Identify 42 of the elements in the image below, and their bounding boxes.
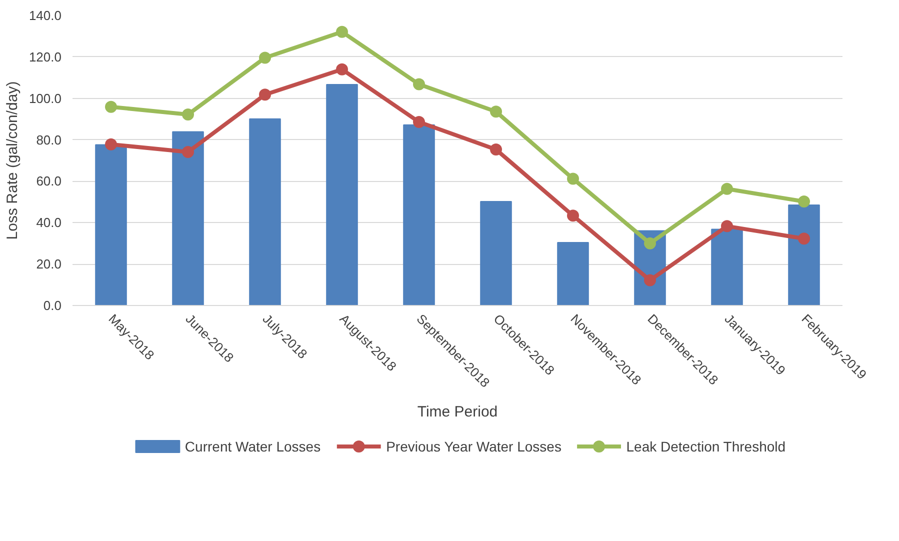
bar — [249, 118, 281, 306]
y-tick-label: 140.0 — [28, 8, 62, 23]
y-tick-label: 0.0 — [43, 298, 62, 313]
y-tick-label: 60.0 — [36, 174, 62, 189]
point — [721, 182, 733, 195]
y-tick-label: 120.0 — [28, 49, 62, 64]
point — [644, 237, 656, 250]
y-tick-label: 20.0 — [36, 256, 62, 272]
point — [644, 274, 656, 286]
bar — [172, 131, 204, 306]
bar — [403, 124, 435, 306]
point — [413, 116, 425, 128]
legend-label: Previous Year Water Losses — [386, 438, 562, 454]
point — [182, 146, 194, 158]
point — [336, 26, 348, 38]
point — [798, 196, 810, 208]
point — [490, 106, 502, 118]
y-tick-label: 80.0 — [36, 132, 62, 148]
bar — [480, 201, 512, 306]
point — [259, 88, 271, 101]
y-tick-label: 40.0 — [36, 215, 62, 230]
bar — [788, 204, 820, 306]
legend-label: Current Water Losses — [184, 438, 321, 454]
point — [567, 172, 579, 185]
point — [721, 220, 733, 232]
legend-label: Leak Detection Threshold — [626, 438, 786, 454]
point — [413, 78, 425, 90]
point — [336, 63, 348, 76]
point — [182, 108, 194, 121]
x-axis-title: Time Period — [417, 404, 498, 421]
y-tick-label: 100.0 — [28, 90, 62, 106]
point — [105, 138, 117, 150]
point — [567, 210, 579, 222]
y-axis-title: Loss Rate (gal/con/day) — [4, 81, 21, 240]
point — [490, 144, 502, 156]
point — [798, 232, 810, 245]
bar — [711, 228, 743, 306]
point — [259, 52, 271, 64]
point — [105, 100, 117, 113]
bar — [557, 242, 589, 306]
bar — [95, 144, 127, 306]
bar — [326, 84, 358, 306]
